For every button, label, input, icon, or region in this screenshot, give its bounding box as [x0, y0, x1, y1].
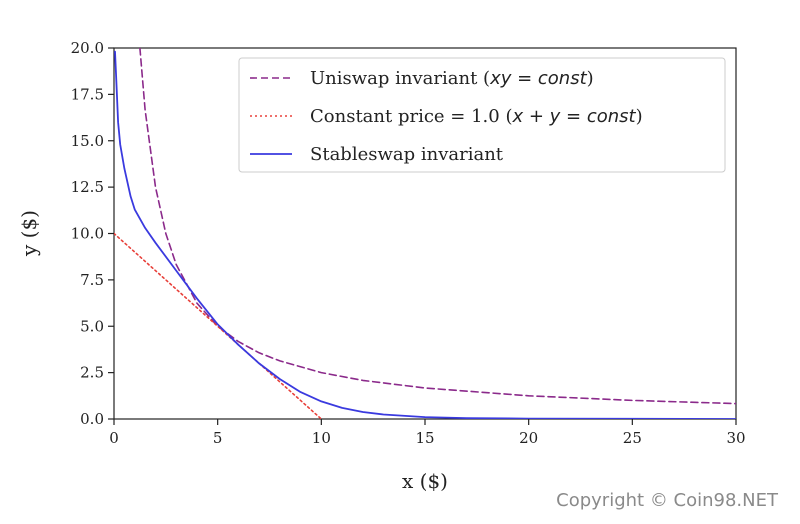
y-axis: 0.0 2.5 5.0 7.5 10.0 12.5 15.0 17.5 20.0 — [71, 39, 114, 428]
legend-label-1: Uniswap invariant (xy = const) — [310, 68, 594, 89]
copyright-watermark: Copyright © Coin98.NET — [556, 490, 778, 511]
legend-label-3: Stableswap invariant — [310, 144, 504, 165]
legend: Uniswap invariant (xy = const) Constant p… — [238, 57, 726, 173]
legend-label-2: Constant price = 1.0 (x + y = const) — [310, 106, 643, 127]
y-tick-label: 5.0 — [80, 317, 104, 335]
y-axis-title: y ($) — [17, 210, 41, 257]
series-line-2 — [114, 232, 323, 419]
x-tick-label: 30 — [726, 429, 745, 447]
y-tick-label: 17.5 — [71, 85, 104, 103]
y-tick-label: 20.0 — [71, 39, 104, 57]
x-tick-label: 5 — [213, 429, 223, 447]
x-tick-label: 10 — [312, 429, 331, 447]
y-tick-label: 15.0 — [71, 132, 104, 150]
series-layer — [114, 48, 736, 419]
y-tick-label: 0.0 — [80, 410, 104, 428]
legend-box — [238, 57, 726, 173]
y-tick-label: 7.5 — [80, 271, 104, 289]
y-tick-label: 10.0 — [71, 225, 104, 243]
series-line-1 — [139, 48, 736, 405]
series-line-3 — [114, 50, 736, 419]
y-tick-label: 2.5 — [80, 364, 104, 382]
x-tick-label: 15 — [415, 429, 434, 447]
y-tick-label: 12.5 — [71, 178, 104, 196]
x-axis: 0 5 10 15 20 25 30 — [109, 419, 746, 447]
x-tick-label: 25 — [623, 429, 642, 447]
x-tick-label: 0 — [109, 429, 119, 447]
x-tick-label: 20 — [519, 429, 538, 447]
x-axis-title: x ($) — [402, 469, 448, 493]
